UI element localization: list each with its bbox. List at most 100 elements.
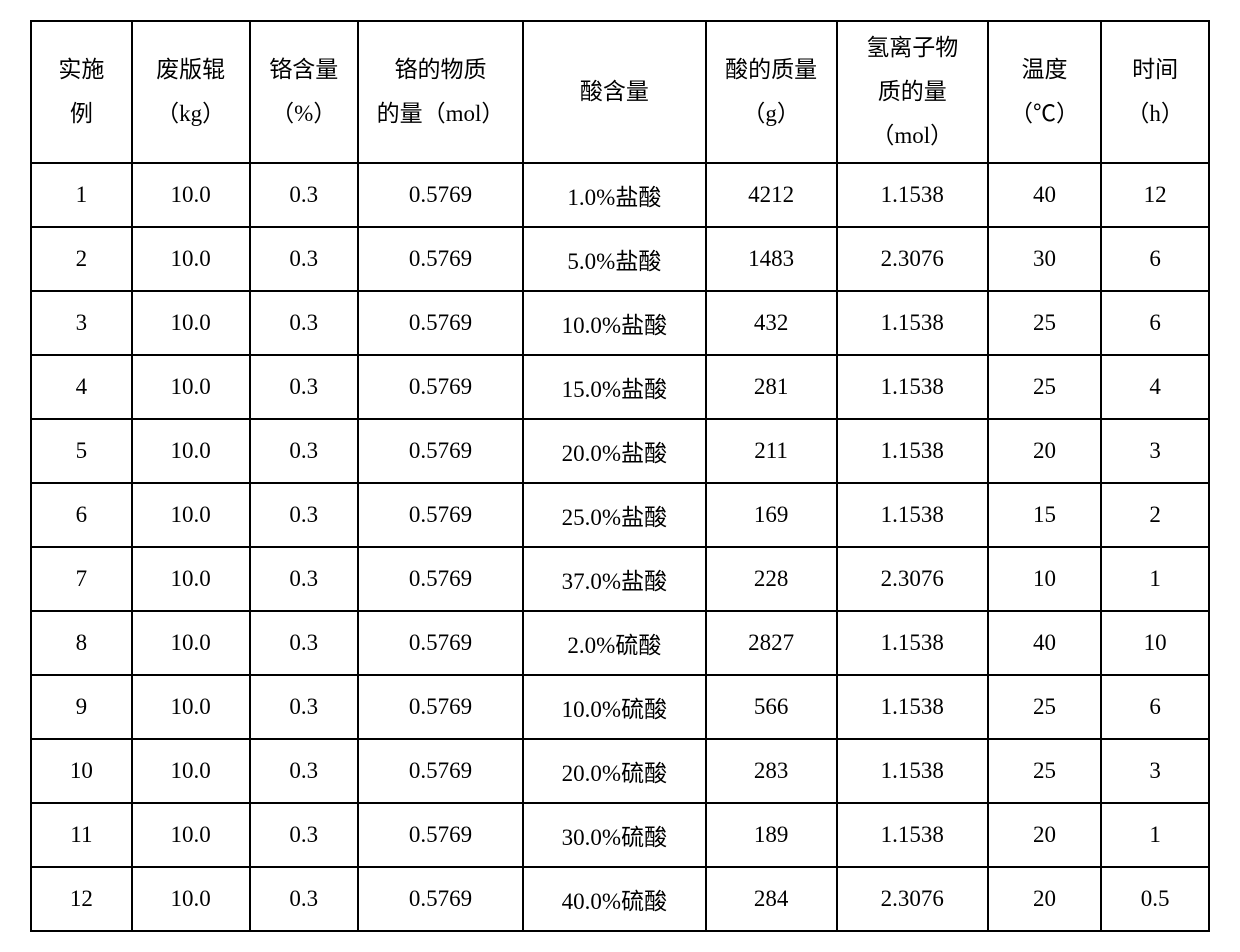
table-cell: 10 <box>988 547 1101 611</box>
table-cell: 1.1538 <box>837 483 988 547</box>
table-row: 1010.00.30.576920.0%硫酸2831.1538253 <box>31 739 1209 803</box>
hdr-l2: （h） <box>1126 101 1184 126</box>
table-cell: 30 <box>988 227 1101 291</box>
table-cell: 0.5769 <box>358 163 523 227</box>
col-header-acid-content: 酸含量 <box>523 21 705 162</box>
table-cell: 211 <box>706 419 837 483</box>
table-cell: 2.3076 <box>837 227 988 291</box>
table-cell: 228 <box>706 547 837 611</box>
table-cell: 1.1538 <box>837 611 988 675</box>
col-header-example: 实施 例 <box>31 21 132 162</box>
table-cell: 5 <box>31 419 132 483</box>
hdr-l1: 铬含量 <box>269 57 338 82</box>
table-cell: 10.0%盐酸 <box>523 291 705 355</box>
hdr-l1: 时间 <box>1132 57 1178 82</box>
table-cell: 2827 <box>706 611 837 675</box>
hdr-l2: （℃） <box>1010 101 1079 126</box>
col-header-cr-pct: 铬含量 （%） <box>250 21 358 162</box>
table-cell: 10.0 <box>132 291 250 355</box>
hdr-l1: 铬的物质 <box>395 57 487 82</box>
hdr-l2: 例 <box>70 101 93 126</box>
table-cell: 25 <box>988 355 1101 419</box>
table-cell: 4 <box>31 355 132 419</box>
table-cell: 1.1538 <box>837 163 988 227</box>
table-row: 1210.00.30.576940.0%硫酸2842.3076200.5 <box>31 867 1209 931</box>
table-cell: 0.3 <box>250 611 358 675</box>
table-cell: 10 <box>31 739 132 803</box>
hdr-l1: 废版辊 <box>156 57 225 82</box>
table-cell: 3 <box>1101 419 1209 483</box>
table-cell: 0.3 <box>250 483 358 547</box>
table-cell: 1 <box>31 163 132 227</box>
table-cell: 25 <box>988 739 1101 803</box>
table-cell: 1 <box>1101 547 1209 611</box>
table-row: 110.00.30.57691.0%盐酸42121.15384012 <box>31 163 1209 227</box>
hdr-l1: 氢离子物 <box>866 35 958 60</box>
table-cell: 0.3 <box>250 227 358 291</box>
col-header-cr-mol: 铬的物质 的量（mol） <box>358 21 523 162</box>
col-header-h-ion-mol: 氢离子物 质的量 （mol） <box>837 21 988 162</box>
table-cell: 4212 <box>706 163 837 227</box>
table-cell: 10.0 <box>132 867 250 931</box>
table-head: 实施 例 废版辊 （kg） 铬含量 （%） 铬的物质 的量（mol） 酸含量 酸… <box>31 21 1209 162</box>
table-cell: 4 <box>1101 355 1209 419</box>
table-cell: 11 <box>31 803 132 867</box>
table-cell: 10.0 <box>132 227 250 291</box>
table-cell: 1.1538 <box>837 291 988 355</box>
col-header-scrap-kg: 废版辊 （kg） <box>132 21 250 162</box>
data-table: 实施 例 废版辊 （kg） 铬含量 （%） 铬的物质 的量（mol） 酸含量 酸… <box>30 20 1210 931</box>
table-body: 110.00.30.57691.0%盐酸42121.15384012210.00… <box>31 163 1209 931</box>
table-cell: 1 <box>1101 803 1209 867</box>
table-cell: 3 <box>1101 739 1209 803</box>
table-cell: 0.3 <box>250 867 358 931</box>
table-cell: 10.0 <box>132 355 250 419</box>
table-cell: 10.0 <box>132 419 250 483</box>
table-cell: 6 <box>1101 227 1209 291</box>
table-cell: 12 <box>1101 163 1209 227</box>
table-cell: 283 <box>706 739 837 803</box>
table-cell: 6 <box>1101 675 1209 739</box>
table-cell: 0.5769 <box>358 611 523 675</box>
table-cell: 1.1538 <box>837 355 988 419</box>
table-cell: 0.3 <box>250 803 358 867</box>
table-cell: 20 <box>988 419 1101 483</box>
table-row: 910.00.30.576910.0%硫酸5661.1538256 <box>31 675 1209 739</box>
table-row: 810.00.30.57692.0%硫酸28271.15384010 <box>31 611 1209 675</box>
table-cell: 0.5769 <box>358 355 523 419</box>
table-cell: 1.1538 <box>837 419 988 483</box>
table-cell: 15 <box>988 483 1101 547</box>
table-cell: 8 <box>31 611 132 675</box>
hdr-l2: 的量（mol） <box>377 101 505 126</box>
hdr-l2: （%） <box>271 101 336 126</box>
table-row: 410.00.30.576915.0%盐酸2811.1538254 <box>31 355 1209 419</box>
table-cell: 0.5769 <box>358 547 523 611</box>
table-cell: 40.0%硫酸 <box>523 867 705 931</box>
table-cell: 20.0%硫酸 <box>523 739 705 803</box>
table-cell: 0.5 <box>1101 867 1209 931</box>
table-cell: 25 <box>988 675 1101 739</box>
table-cell: 1.1538 <box>837 675 988 739</box>
table-cell: 3 <box>31 291 132 355</box>
table-cell: 2 <box>31 227 132 291</box>
table-cell: 20.0%盐酸 <box>523 419 705 483</box>
table-cell: 0.5769 <box>358 803 523 867</box>
col-header-acid-mass: 酸的质量 （g） <box>706 21 837 162</box>
table-row: 710.00.30.576937.0%盐酸2282.3076101 <box>31 547 1209 611</box>
col-header-temp: 温度 （℃） <box>988 21 1101 162</box>
table-cell: 0.5769 <box>358 483 523 547</box>
table-cell: 25.0%盐酸 <box>523 483 705 547</box>
table-cell: 12 <box>31 867 132 931</box>
table-cell: 0.3 <box>250 547 358 611</box>
table-cell: 10.0 <box>132 739 250 803</box>
table-cell: 1.1538 <box>837 803 988 867</box>
table-cell: 169 <box>706 483 837 547</box>
table-cell: 189 <box>706 803 837 867</box>
table-cell: 20 <box>988 803 1101 867</box>
table-cell: 2 <box>1101 483 1209 547</box>
table-cell: 1.1538 <box>837 739 988 803</box>
hdr-l1: 温度 <box>1022 57 1068 82</box>
table-cell: 0.5769 <box>358 739 523 803</box>
table-cell: 20 <box>988 867 1101 931</box>
table-row: 610.00.30.576925.0%盐酸1691.1538152 <box>31 483 1209 547</box>
table-cell: 9 <box>31 675 132 739</box>
